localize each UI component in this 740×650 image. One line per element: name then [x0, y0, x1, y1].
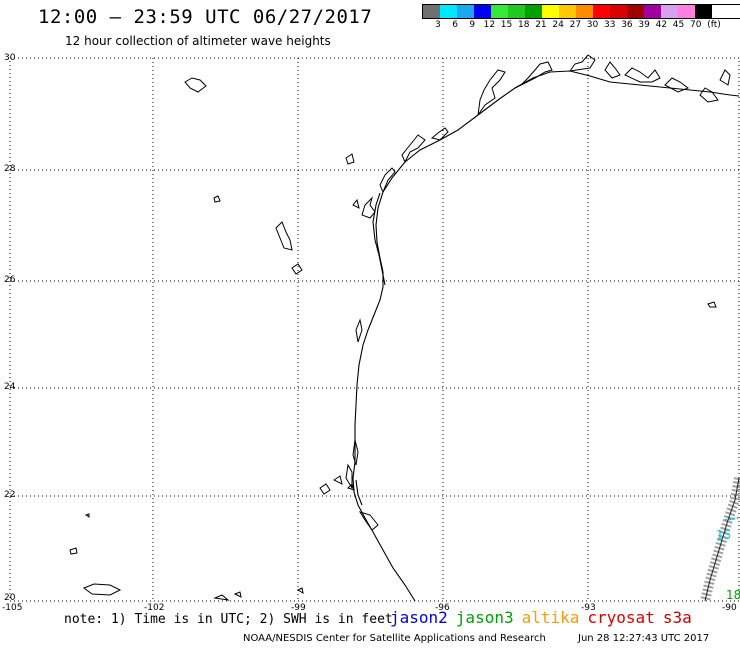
- color-swatch: [661, 5, 678, 18]
- x-tick-label: -90: [722, 603, 737, 613]
- color-scale-tick-label: 9: [469, 20, 476, 30]
- units-note: note: 1) Time is in UTC; 2) SWH is in fe…: [64, 612, 393, 627]
- x-tick-label: -96: [435, 603, 450, 613]
- track-value-label-cyan: 15: [716, 528, 732, 542]
- color-scale-swatches: [422, 4, 740, 19]
- color-scale-tick-label: 3: [435, 20, 441, 30]
- generation-timestamp: Jun 28 12:27:43 UTC 2017: [578, 633, 710, 644]
- color-swatch: [695, 5, 712, 18]
- color-swatch: [474, 5, 491, 18]
- color-swatch: [576, 5, 593, 18]
- color-swatch: [593, 5, 610, 18]
- satellite-legend-item: altika: [521, 608, 580, 627]
- color-scale-tick-label: 15: [500, 20, 513, 30]
- color-scale-tick-label: 70: [690, 20, 702, 30]
- y-tick-label: 30: [4, 53, 16, 63]
- y-tick-label: 26: [4, 275, 16, 285]
- satellite-legend-item: cryosat: [587, 608, 655, 627]
- color-swatch: [440, 5, 457, 18]
- color-scale-unit: (ft): [707, 20, 721, 30]
- page-subtitle: 12 hour collection of altimeter wave hei…: [65, 34, 331, 48]
- y-tick-label: 24: [4, 382, 16, 392]
- track-value-label-green: 18: [726, 588, 740, 602]
- color-scale-tick-label: 24: [552, 20, 564, 30]
- color-scale-tick-label: 33: [604, 20, 616, 30]
- x-tick-label: -105: [2, 603, 23, 613]
- altimeter-track: [700, 477, 740, 603]
- x-tick-label: -99: [291, 603, 306, 613]
- color-scale-tick-label: 30: [586, 20, 599, 30]
- color-scale-tick-label: 18: [518, 20, 530, 30]
- satellite-legend: jason2 jason3 altika cryosat s3a: [390, 608, 700, 627]
- color-swatch: [491, 5, 508, 18]
- color-swatch: [559, 5, 576, 18]
- color-scale-tick-label: 45: [672, 20, 685, 30]
- satellite-legend-item: jason3: [455, 608, 514, 627]
- satellite-legend-item: jason2: [390, 608, 448, 627]
- x-tick-label: -102: [144, 603, 165, 613]
- color-swatch: [542, 5, 559, 18]
- color-swatch: [678, 5, 695, 18]
- y-tick-label: 20: [4, 593, 16, 603]
- color-scale-tick-label: 21: [535, 20, 547, 30]
- color-scale-tick-label: 12: [483, 20, 496, 30]
- color-swatch: [457, 5, 474, 18]
- color-swatch: [525, 5, 542, 18]
- color-scale-tick-label: 36: [621, 20, 633, 30]
- coastal-bays: [345, 54, 731, 531]
- color-scale-tick-label: 27: [569, 20, 582, 30]
- color-scale-tick-label: 6: [452, 20, 458, 30]
- color-scale-tick-label: 42: [655, 20, 668, 30]
- color-swatch: [644, 5, 661, 18]
- satellite-legend-item: s3a: [662, 608, 692, 627]
- y-tick-label: 22: [4, 490, 16, 500]
- graticule: [10, 58, 739, 601]
- x-tick-label: -93: [581, 603, 596, 613]
- credit-line: NOAA/NESDIS Center for Satellite Applica…: [243, 633, 546, 644]
- coastline: [352, 70, 740, 602]
- color-swatch: [423, 5, 440, 18]
- color-scale-tick-label: 39: [638, 20, 650, 30]
- inland-water-features: [69, 77, 717, 601]
- page-title: 12:00 – 23:59 UTC 06/27/2017: [38, 6, 373, 28]
- color-swatch: [508, 5, 525, 18]
- wave-height-color-scale: 3 6 9 12 15 18 21 24 27 30 33 36 39 42 45 70 (ft): [422, 4, 740, 33]
- color-swatch: [627, 5, 644, 18]
- y-tick-label: 28: [4, 164, 16, 174]
- map-frame: [9, 57, 740, 602]
- color-scale-labels: 3 6 9 12 15 18 21 24 27 30 33 36 39 42 45 70 (ft): [422, 19, 740, 33]
- color-swatch: [610, 5, 627, 18]
